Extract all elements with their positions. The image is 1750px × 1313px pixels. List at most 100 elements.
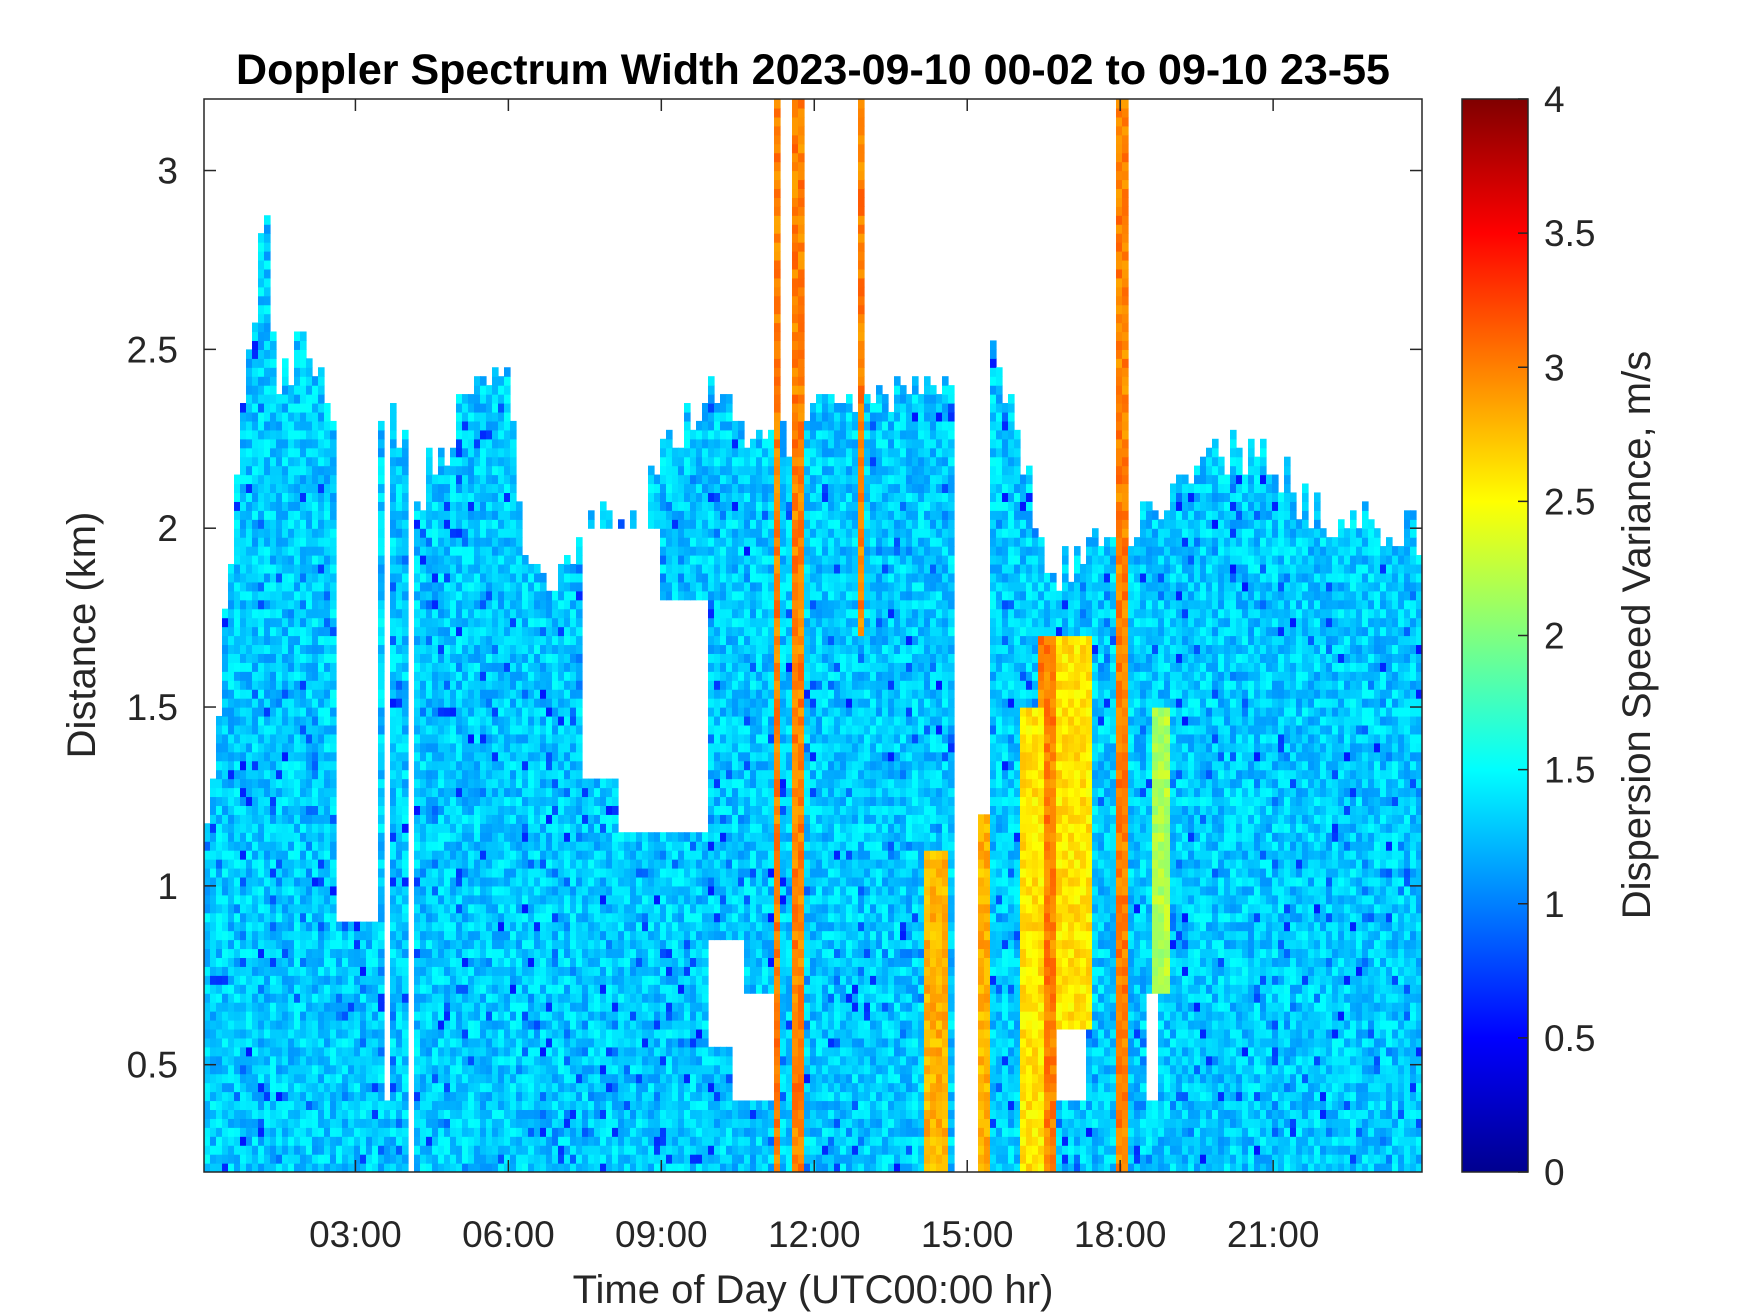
heatmap-cell <box>570 680 577 690</box>
heatmap-cell <box>420 984 427 994</box>
heatmap-cell <box>498 510 505 520</box>
heatmap-cell <box>444 501 451 511</box>
heatmap-cell <box>570 581 577 592</box>
heatmap-cell <box>504 957 511 967</box>
heatmap-cell <box>432 483 439 494</box>
heatmap-cell <box>384 1136 391 1146</box>
heatmap-cell <box>240 1037 247 1048</box>
heatmap-cell <box>210 957 217 967</box>
heatmap-cell <box>318 966 325 976</box>
heatmap-cell <box>252 733 259 744</box>
heatmap-cell <box>600 966 607 976</box>
heatmap-cell <box>564 599 571 610</box>
heatmap-cell <box>270 331 277 342</box>
heatmap-cell <box>420 796 427 806</box>
heatmap-cell <box>402 823 409 833</box>
heatmap-cell <box>462 984 469 994</box>
heatmap-cell <box>246 537 253 547</box>
heatmap-cell <box>558 850 565 860</box>
heatmap-cell <box>444 850 451 860</box>
heatmap-cell <box>576 948 583 958</box>
heatmap-cell <box>264 313 271 324</box>
heatmap-cell <box>252 680 259 690</box>
heatmap-cell <box>258 724 265 735</box>
heatmap-cell <box>492 572 499 583</box>
heatmap-cell <box>552 644 559 654</box>
heatmap-cell <box>264 850 271 860</box>
heatmap-cell <box>474 411 481 422</box>
heatmap-cell <box>642 1064 649 1075</box>
heatmap-cell <box>456 769 463 780</box>
heatmap-cell <box>558 1091 565 1102</box>
heatmap-cell <box>420 948 427 958</box>
heatmap-cell <box>576 805 583 815</box>
heatmap-cell <box>258 760 265 771</box>
heatmap-cell <box>330 447 337 458</box>
heatmap-cell <box>558 939 565 950</box>
heatmap-cell <box>234 555 241 565</box>
heatmap-cell <box>534 841 541 851</box>
heatmap-cell <box>414 841 421 851</box>
heatmap-cell <box>390 903 397 914</box>
heatmap-cell <box>480 707 487 717</box>
heatmap-cell <box>246 617 253 628</box>
heatmap-cell <box>426 867 433 878</box>
heatmap-cell <box>522 1136 529 1146</box>
heatmap-cell <box>330 608 337 619</box>
heatmap-cell <box>258 563 265 574</box>
heatmap-cell <box>402 698 409 708</box>
heatmap-cell <box>246 814 253 824</box>
heatmap-cell <box>618 850 625 860</box>
heatmap-cell <box>552 1011 559 1021</box>
heatmap-cell <box>348 1118 355 1128</box>
heatmap-cell <box>564 1064 571 1075</box>
heatmap-cell <box>504 403 511 413</box>
heatmap-cell <box>576 966 583 976</box>
heatmap-cell <box>420 1145 427 1155</box>
heatmap-cell <box>456 644 463 654</box>
heatmap-cell <box>228 617 235 628</box>
heatmap-cell <box>300 465 307 476</box>
heatmap-cell <box>300 850 307 860</box>
heatmap-cell <box>540 733 547 744</box>
heatmap-cell <box>402 850 409 860</box>
heatmap-cell <box>438 867 445 878</box>
heatmap-cell <box>240 599 247 610</box>
heatmap-cell <box>330 635 337 646</box>
heatmap-cell <box>594 1145 601 1155</box>
heatmap-cell <box>456 653 463 663</box>
heatmap-cell <box>540 993 547 1003</box>
heatmap-cell <box>576 894 583 905</box>
heatmap-cell <box>402 572 409 583</box>
heatmap-cell <box>636 993 643 1003</box>
heatmap-cell <box>456 903 463 914</box>
heatmap-cell <box>444 769 451 780</box>
heatmap-cell <box>396 707 403 717</box>
heatmap-cell <box>402 912 409 923</box>
heatmap-cell <box>510 599 517 610</box>
heatmap-cell <box>324 1028 331 1039</box>
heatmap-cell <box>606 850 613 860</box>
heatmap-cell <box>402 581 409 592</box>
heatmap-cell <box>468 787 475 798</box>
heatmap-cell <box>606 1136 613 1146</box>
heatmap-cell <box>522 1100 529 1111</box>
heatmap-cell <box>438 993 445 1003</box>
heatmap-cell <box>222 850 229 860</box>
heatmap-cell <box>264 438 271 449</box>
heatmap-cell <box>486 555 493 565</box>
heatmap-cell <box>600 1028 607 1039</box>
heatmap-cell <box>378 456 385 467</box>
heatmap-cell <box>588 823 595 833</box>
heatmap-cell <box>306 885 313 896</box>
heatmap-cell <box>240 742 247 753</box>
heatmap-cell <box>294 850 301 860</box>
heatmap-cell <box>420 1064 427 1075</box>
heatmap-cell <box>510 921 517 932</box>
heatmap-cell <box>252 349 259 359</box>
heatmap-cell <box>474 465 481 476</box>
heatmap-cell <box>438 787 445 798</box>
heatmap-cell <box>504 608 511 619</box>
heatmap-cell <box>366 939 373 950</box>
heatmap-cell <box>300 948 307 958</box>
